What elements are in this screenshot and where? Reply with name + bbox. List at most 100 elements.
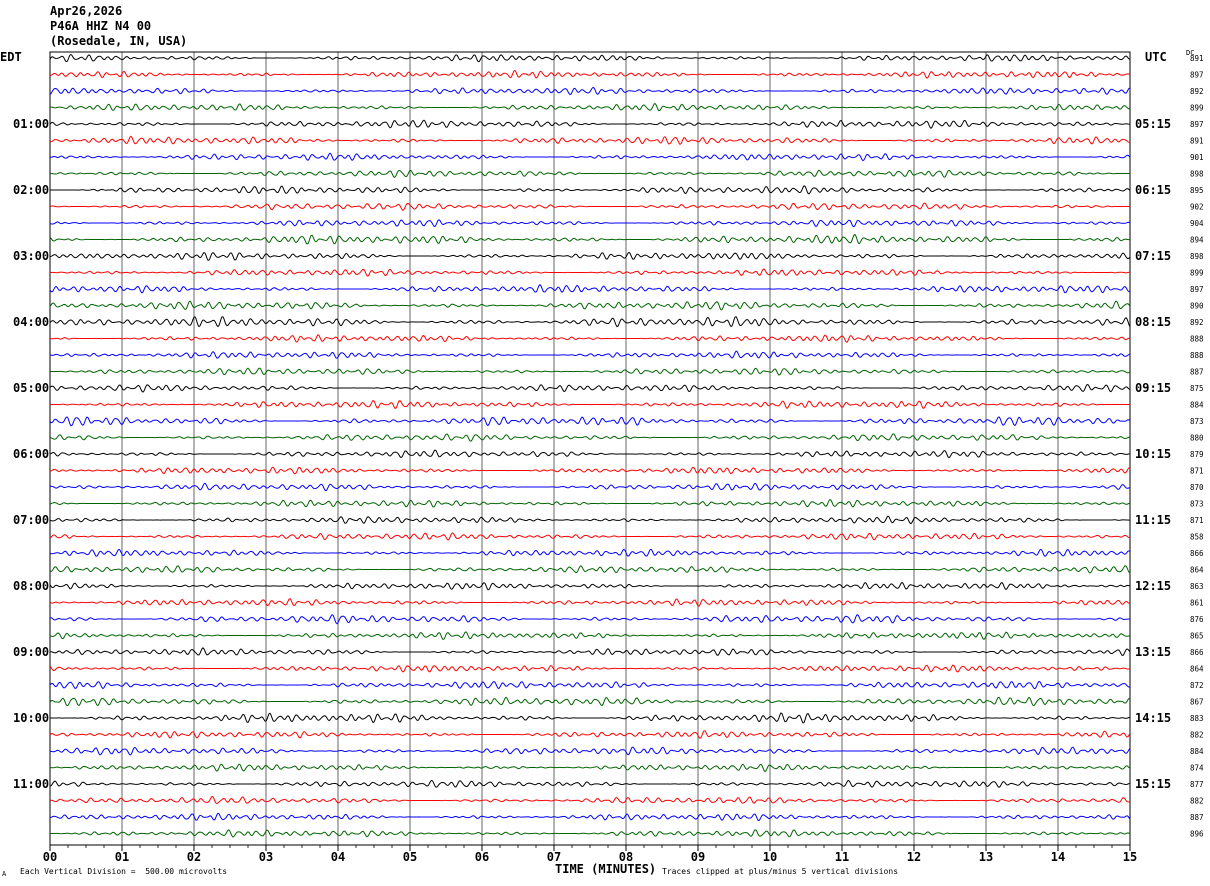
grid-lines (49, 51, 1131, 851)
dc-value-label: 892 (1190, 87, 1204, 96)
trace-line (49, 548, 1131, 557)
dc-value-label: 863 (1190, 582, 1204, 591)
trace-line (49, 498, 1131, 508)
utc-hour-label: 13:15 (1135, 645, 1171, 659)
trace-line (49, 664, 1131, 673)
trace-line (49, 812, 1131, 822)
trace-line (49, 233, 1131, 245)
x-tick-label: 00 (43, 850, 57, 864)
trace-line (49, 185, 1131, 195)
trace-line (49, 829, 1131, 838)
dc-value-label: 901 (1190, 153, 1204, 162)
dc-value-label: 864 (1190, 665, 1204, 674)
dc-value-label: 891 (1190, 137, 1204, 146)
header-station: P46A HHZ N4 00 (50, 19, 152, 33)
trace-line (49, 300, 1131, 311)
header-location: (Rosedale, IN, USA) (50, 34, 188, 48)
edt-hour-label: 09:00 (13, 645, 49, 659)
trace-line (49, 696, 1131, 707)
trace-line (49, 69, 1131, 79)
trace-line (49, 400, 1130, 409)
dc-value-label: 882 (1190, 731, 1204, 740)
dc-label: DC (1186, 49, 1195, 57)
edt-hour-label: 01:00 (13, 117, 49, 131)
dc-value-label: 895 (1190, 186, 1204, 195)
trace-line (49, 202, 1131, 211)
dc-value-label: 897 (1190, 285, 1204, 294)
trace-line (49, 350, 1131, 359)
trace-line (49, 795, 1131, 805)
x-tick-label: 12 (907, 850, 921, 864)
edt-hour-label: 04:00 (13, 315, 49, 329)
dc-value-label: 882 (1190, 797, 1204, 806)
plot-frame (49, 51, 1131, 846)
edt-hour-label: 03:00 (13, 249, 49, 263)
dc-value-label: 870 (1190, 483, 1204, 492)
utc-hour-label: 10:15 (1135, 447, 1171, 461)
dc-value-label: 898 (1190, 170, 1204, 179)
dc-value-label: 873 (1190, 500, 1204, 509)
trace-line (49, 581, 1131, 591)
trace-line (49, 169, 1131, 178)
x-tick-label: 04 (331, 850, 345, 864)
dc-value-label: 902 (1190, 203, 1204, 212)
trace-line (49, 730, 1131, 739)
dc-value-label: 871 (1190, 467, 1204, 476)
edt-hour-label: 05:00 (13, 381, 49, 395)
dc-value-label: 890 (1190, 302, 1204, 311)
dc-value-label: 866 (1190, 549, 1204, 558)
trace-line (49, 251, 1131, 261)
trace-line (49, 416, 1131, 427)
dc-value-label: 899 (1190, 104, 1204, 113)
clip-note: Traces clipped at plus/minus 5 vertical … (662, 867, 899, 876)
dc-value-label: 894 (1190, 236, 1204, 245)
dc-value-label: 884 (1190, 747, 1204, 756)
dc-value-label: 884 (1190, 401, 1204, 410)
trace-line (49, 119, 1131, 129)
header-date: Apr26,2026 (50, 4, 123, 18)
dc-value-label: 872 (1190, 681, 1204, 690)
dc-value-label: 874 (1190, 764, 1204, 773)
dc-value-label: 858 (1190, 533, 1204, 542)
dc-value-label: 904 (1190, 219, 1204, 228)
trace-line (49, 482, 1131, 492)
trace-line (49, 712, 1131, 724)
trace-line (49, 384, 1131, 393)
x-tick-label: 14 (1051, 850, 1065, 864)
utc-hour-label: 08:15 (1135, 315, 1171, 329)
utc-hour-label: 09:15 (1135, 381, 1171, 395)
dc-value-label: 865 (1190, 632, 1204, 641)
trace-line (49, 614, 1131, 625)
trace-line (49, 779, 1131, 788)
dc-value-label: 877 (1190, 780, 1204, 789)
utc-hour-label: 15:15 (1135, 777, 1171, 791)
seismic-traces (49, 53, 1131, 838)
dc-value-label: 875 (1190, 384, 1204, 393)
trace-line (49, 466, 1131, 475)
trace-line (49, 647, 1131, 657)
dc-value-label: 888 (1190, 335, 1204, 344)
trace-line (49, 515, 1131, 525)
utc-hour-label: 12:15 (1135, 579, 1171, 593)
dc-value-label: 898 (1190, 252, 1204, 261)
edt-label: EDT (0, 50, 22, 64)
edt-hour-label: 11:00 (13, 777, 49, 791)
utc-hour-label: 07:15 (1135, 249, 1171, 263)
dc-value-label: 899 (1190, 269, 1204, 278)
time-axis-label: TIME (MINUTES) (555, 862, 657, 876)
trace-line (49, 334, 1131, 343)
x-tick-label: 07 (547, 850, 561, 864)
x-tick-label: 02 (187, 850, 201, 864)
trace-line (49, 315, 1131, 328)
dc-value-label: 896 (1190, 830, 1204, 839)
dc-value-label: 879 (1190, 450, 1204, 459)
edt-hour-label: 06:00 (13, 447, 49, 461)
trace-line (49, 284, 1131, 294)
dc-value-label: 873 (1190, 417, 1204, 426)
trace-line (49, 86, 1131, 96)
x-tick-label: 03 (259, 850, 273, 864)
dc-value-label: 897 (1190, 120, 1204, 129)
trace-line (49, 433, 1131, 442)
trace-line (49, 746, 1131, 756)
dc-value-label: 888 (1190, 351, 1204, 360)
